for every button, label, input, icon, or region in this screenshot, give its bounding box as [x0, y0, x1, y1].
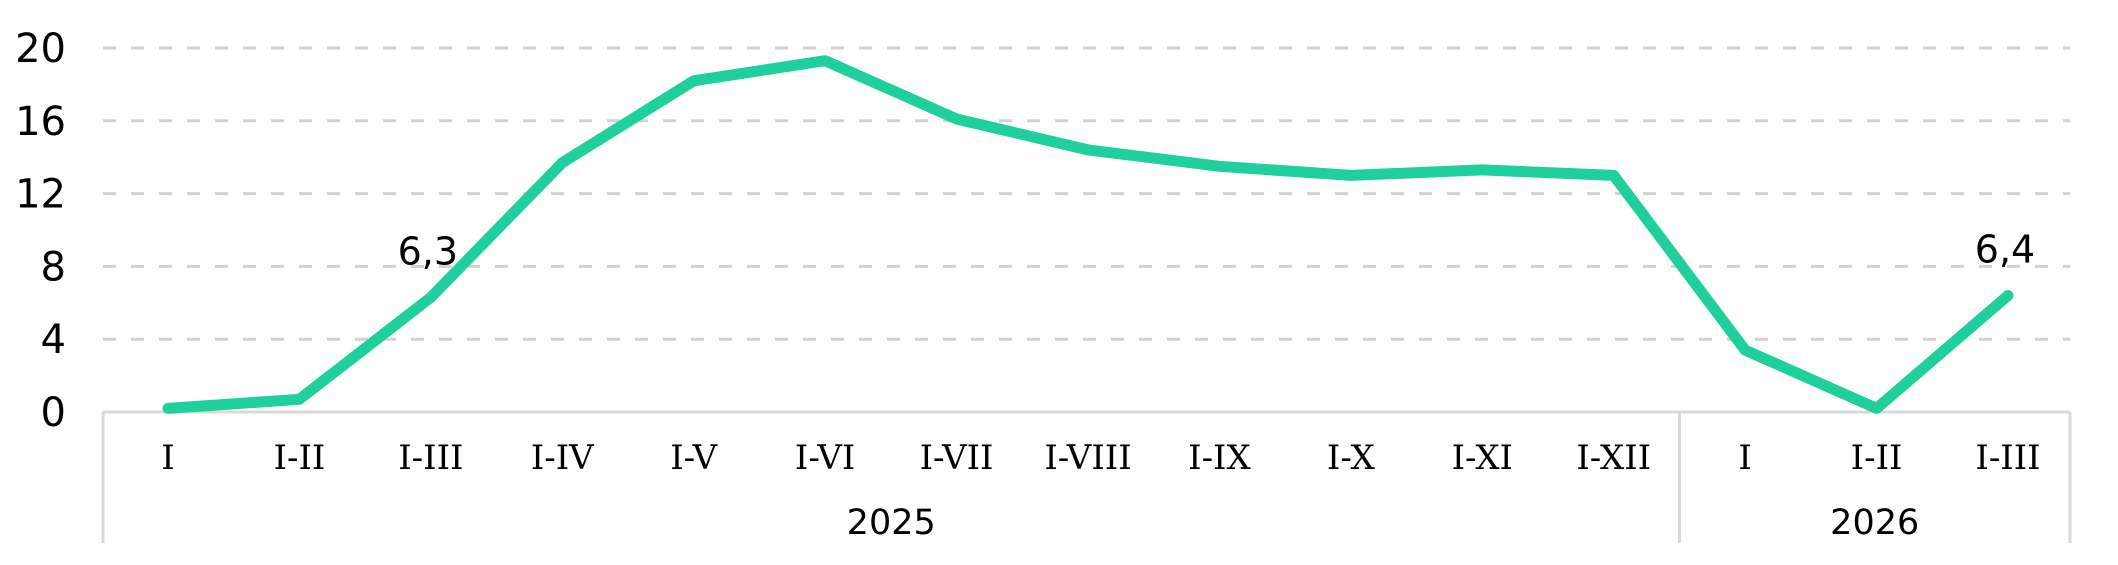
category-label: I-V — [670, 438, 718, 478]
category-label: I-III — [398, 438, 463, 478]
category-label: I — [161, 438, 174, 478]
category-label: I-VIII — [1044, 438, 1131, 478]
y-tick-label: 8 — [41, 244, 66, 290]
category-label: I-II — [1851, 438, 1903, 478]
category-label: I-IX — [1188, 438, 1251, 478]
point-label: 6,4 — [1975, 228, 2035, 272]
category-label: I-X — [1327, 438, 1376, 478]
data-series-line — [162, 55, 2014, 414]
category-label: I — [1738, 438, 1751, 478]
category-label: I-II — [274, 438, 326, 478]
category-label: I-VI — [795, 438, 855, 478]
year-label: 2026 — [1830, 503, 1919, 543]
category-label: I-VII — [920, 438, 994, 478]
y-tick-label: 20 — [15, 26, 66, 72]
category-label: I-IV — [531, 438, 595, 478]
y-tick-label: 0 — [41, 390, 66, 436]
year-label: 2025 — [847, 503, 936, 543]
y-tick-label: 16 — [15, 99, 66, 145]
y-tick-label: 4 — [41, 317, 66, 363]
point-label: 6,3 — [398, 229, 458, 273]
category-label: I-III — [1975, 438, 2040, 478]
category-label: I-XI — [1452, 438, 1513, 478]
y-tick-label: 12 — [15, 172, 66, 218]
category-label: I-XII — [1576, 438, 1651, 478]
